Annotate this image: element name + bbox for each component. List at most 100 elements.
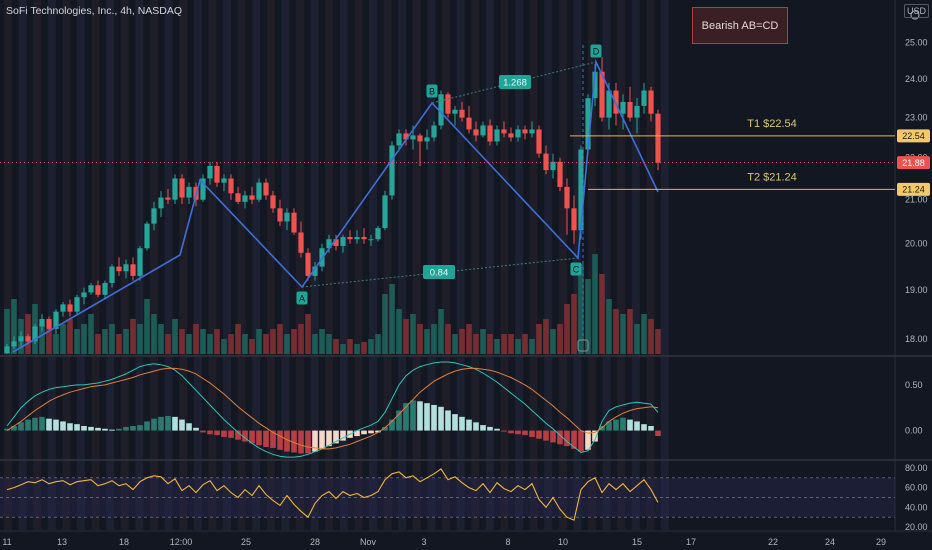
candle-body — [109, 266, 115, 283]
volume-bar — [11, 299, 17, 354]
macd-histogram-bar — [284, 430, 290, 452]
time-tick-label: 29 — [876, 537, 886, 547]
macd-histogram-bar — [221, 430, 227, 437]
volume-bar — [536, 324, 542, 354]
macd-histogram-bar — [46, 418, 52, 431]
time-tick-label: 18 — [119, 537, 129, 547]
macd-histogram-bar — [564, 430, 570, 447]
pattern-point-label: B — [429, 87, 435, 97]
session-stripe — [164, 0, 173, 530]
candle-body — [641, 90, 647, 106]
volume-bar — [256, 329, 262, 354]
symbol-title[interactable]: SoFi Technologies, Inc., 4h, NASDAQ — [6, 5, 183, 17]
macd-histogram-bar — [382, 426, 388, 431]
volume-bar — [431, 324, 437, 354]
volume-bar — [228, 334, 234, 354]
session-stripe — [91, 0, 100, 530]
volume-bar — [319, 329, 325, 354]
price-tick-label: 25.00 — [905, 37, 928, 47]
macd-histogram-bar — [648, 426, 654, 431]
candle-body — [340, 236, 346, 246]
candle-body — [396, 133, 402, 146]
macd-histogram-bar — [522, 430, 528, 436]
candle-body — [291, 212, 297, 233]
volume-bar — [102, 329, 108, 354]
candle-body — [4, 346, 10, 353]
volume-bar — [599, 274, 605, 354]
volume-bar — [389, 284, 395, 354]
macd-histogram-bar — [144, 421, 150, 431]
volume-bar — [277, 324, 283, 354]
candle-body — [186, 186, 192, 198]
candle-body — [88, 285, 94, 293]
session-stripe — [369, 0, 377, 530]
candle-body — [242, 195, 248, 202]
session-stripe — [529, 0, 538, 530]
candle-body — [158, 197, 164, 209]
macd-histogram-bar — [354, 430, 360, 437]
macd-histogram-bar — [445, 410, 451, 431]
macd-histogram-bar — [88, 426, 94, 431]
volume-bar — [109, 324, 115, 354]
candle-body — [557, 161, 563, 187]
pattern-line — [12, 59, 659, 353]
volume-bar — [620, 314, 626, 354]
candle-body — [221, 178, 227, 183]
time-tick-label: 12:00 — [170, 537, 193, 547]
volume-bar — [165, 334, 171, 354]
volume-bar — [613, 309, 619, 354]
session-stripe — [296, 0, 304, 530]
settings-icon[interactable] — [910, 10, 920, 20]
volume-bar — [179, 329, 185, 354]
candle-body — [529, 129, 535, 134]
macd-histogram-bar — [214, 430, 220, 436]
macd-histogram-bar — [578, 430, 584, 452]
volume-bar — [67, 319, 73, 354]
macd-histogram-bar — [130, 426, 136, 431]
volume-bar — [137, 324, 143, 354]
session-stripe — [515, 0, 523, 530]
volume-bar — [529, 339, 535, 354]
macd-histogram-bar — [417, 401, 423, 431]
macd-histogram-bar — [172, 416, 178, 431]
candle-body — [172, 178, 178, 200]
macd-histogram-bar — [228, 430, 234, 438]
macd-histogram-bar — [389, 419, 395, 431]
pattern-label-box[interactable]: Bearish AB=CD — [692, 7, 788, 44]
macd-histogram-bar — [256, 430, 262, 446]
session-stripe — [631, 0, 640, 530]
macd-histogram-bar — [431, 404, 437, 431]
macd-histogram-bar — [4, 428, 10, 431]
ratio-label: 1.268 — [503, 78, 527, 89]
session-stripe — [471, 0, 480, 530]
macd-histogram-bar — [32, 417, 38, 431]
macd-histogram-bar — [641, 424, 647, 431]
volume-bar — [606, 299, 612, 354]
candle-body — [249, 195, 255, 200]
macd-histogram-bar — [312, 430, 318, 452]
session-stripe — [179, 0, 188, 530]
time-tick-label: Nov — [360, 537, 377, 547]
macd-tick-label: 0.00 — [905, 426, 923, 436]
macd-histogram-bar — [95, 427, 101, 431]
candle-body — [144, 223, 150, 249]
macd-histogram-bar — [326, 430, 332, 447]
volume-bar — [494, 339, 500, 354]
macd-histogram-bar — [606, 421, 612, 431]
macd-histogram-bar — [263, 430, 269, 448]
candle-body — [627, 102, 633, 118]
macd-histogram-bar — [18, 422, 24, 431]
session-stripe — [602, 0, 611, 530]
session-stripe — [62, 0, 71, 530]
currency-badge[interactable]: USD — [904, 4, 930, 18]
macd-histogram-bar — [480, 425, 486, 431]
macd-histogram-bar — [508, 430, 514, 434]
candle-body — [116, 266, 122, 272]
candle-body — [578, 149, 584, 231]
volume-bar — [326, 334, 332, 354]
volume-bar — [501, 334, 507, 354]
price-tag — [897, 129, 930, 143]
candle-body — [333, 239, 339, 246]
volume-bar — [452, 334, 458, 354]
macd-histogram-bar — [585, 430, 591, 450]
